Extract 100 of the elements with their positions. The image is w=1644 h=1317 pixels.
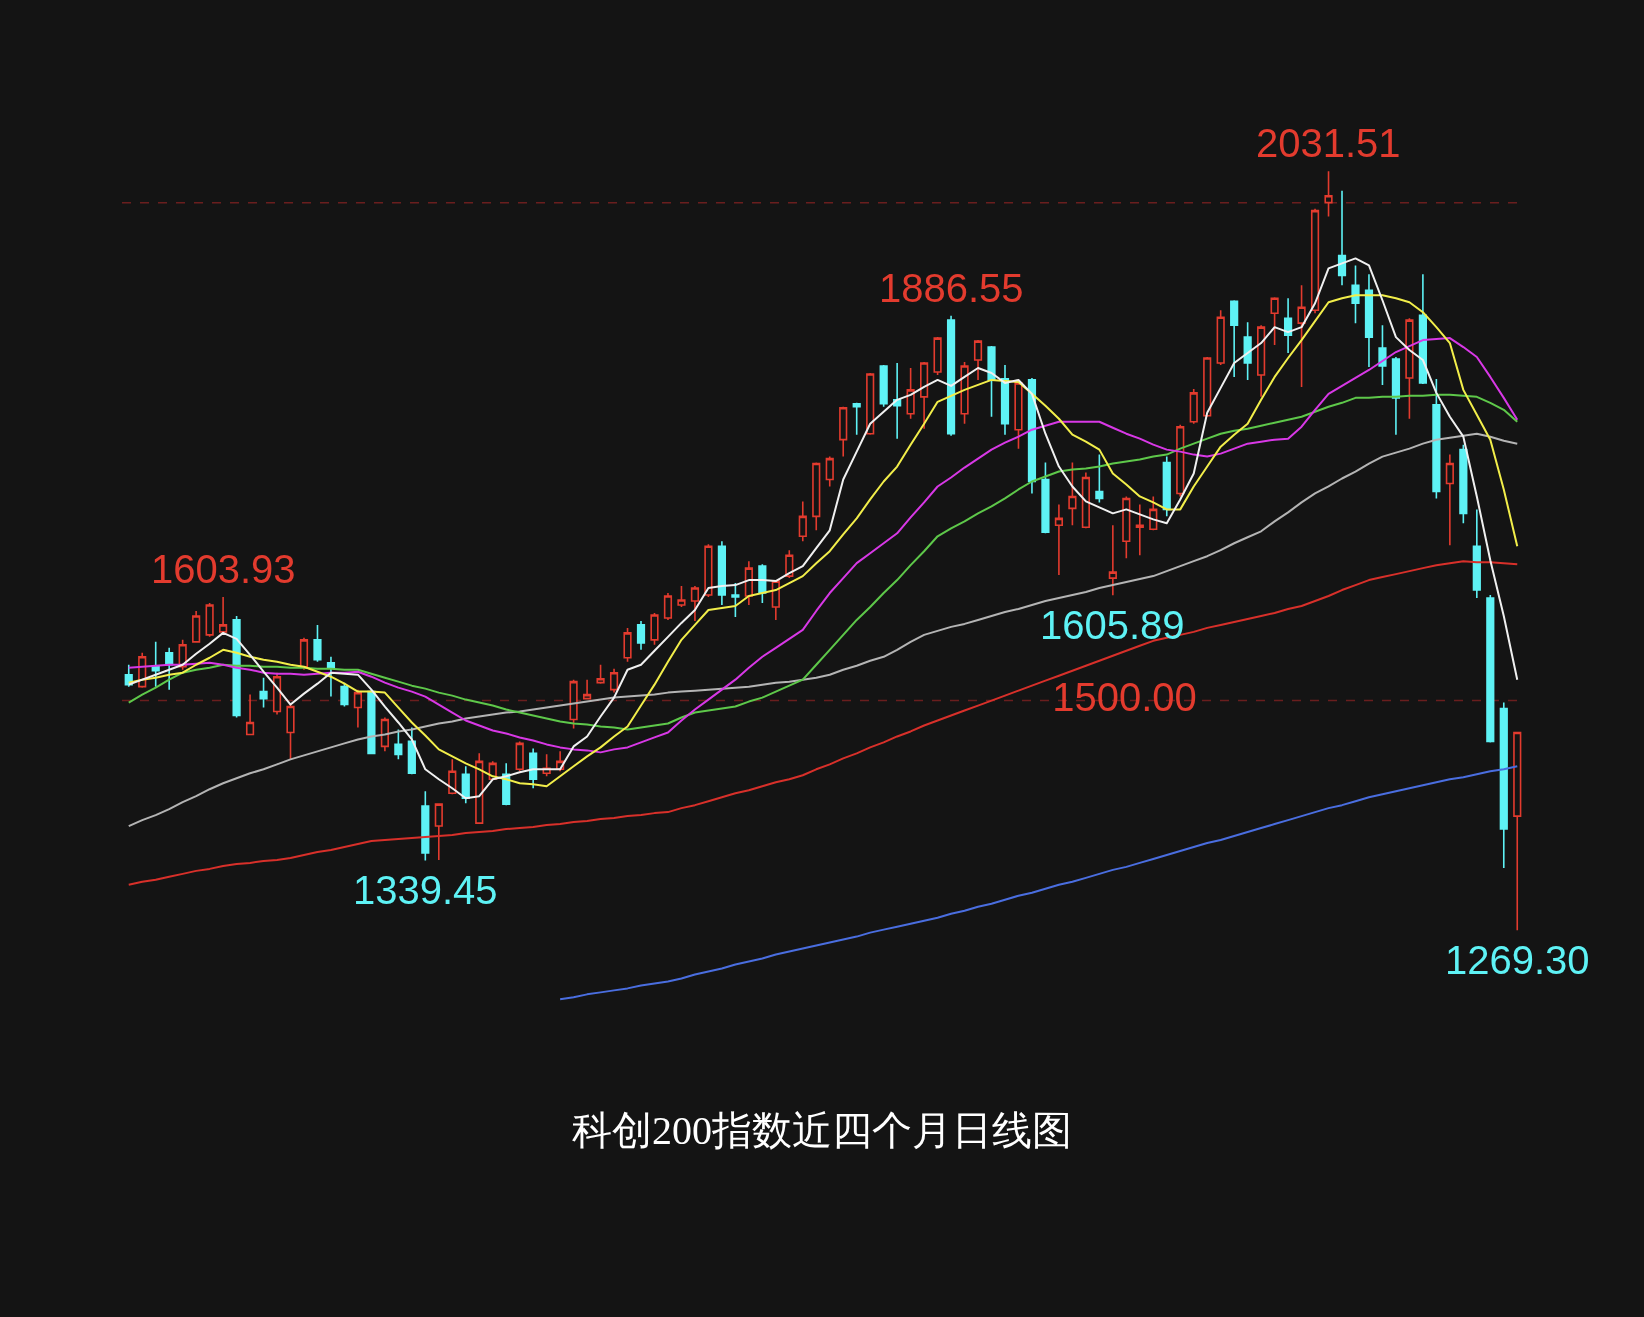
candlestick [448, 758, 457, 795]
candlestick [623, 627, 632, 663]
candlestick [1270, 296, 1279, 346]
candlestick [1513, 731, 1522, 932]
candlestick [313, 624, 322, 663]
candlestick [879, 364, 888, 408]
candlestick [946, 314, 956, 437]
candlestick [812, 461, 821, 532]
candlestick [529, 747, 538, 790]
candlestick [704, 543, 713, 598]
candlestick [596, 663, 605, 684]
candlestick [1014, 379, 1023, 450]
candlestick [636, 620, 646, 651]
candlestick [1499, 701, 1508, 869]
candlestick [650, 612, 659, 646]
candlestick [569, 678, 578, 730]
candlestick [1391, 356, 1401, 436]
candlestick [1243, 321, 1252, 381]
candlestick [1445, 453, 1454, 547]
candlestick [192, 610, 201, 644]
candlestick [960, 361, 969, 425]
candlestick [165, 647, 174, 691]
candlestick [475, 752, 484, 825]
candlestick [866, 372, 875, 436]
candlestick [232, 615, 241, 719]
candlestick [1257, 324, 1266, 398]
candlestick [380, 716, 389, 753]
candlestick [1027, 377, 1037, 495]
candlestick [771, 579, 780, 621]
candlestick [151, 641, 160, 688]
candlestick [1216, 309, 1225, 366]
candlestick [1405, 317, 1414, 420]
candlestick [1189, 388, 1198, 425]
candlestick [825, 455, 834, 488]
candlestick [299, 637, 309, 671]
candlestick [906, 367, 915, 420]
candlestick [245, 693, 255, 736]
candlestick [973, 339, 983, 381]
candlestick [515, 740, 524, 773]
candlestick [1418, 273, 1427, 385]
candlestick [1149, 495, 1158, 532]
candlestick [421, 790, 430, 862]
annotation: 1605.89 [1040, 603, 1185, 647]
candlestick [920, 361, 929, 430]
candlestick [987, 345, 996, 418]
candlestick [1283, 297, 1293, 354]
candlestick [1054, 503, 1064, 576]
candlestick [582, 678, 592, 700]
candlestick [461, 765, 470, 804]
candlestick [933, 336, 942, 376]
candlestick [326, 655, 336, 698]
ref-line-label: 1500.00 [1052, 674, 1197, 719]
candlestick [609, 667, 619, 694]
candlestick [1176, 423, 1185, 498]
candlestick [1364, 273, 1374, 368]
candlestick [798, 500, 807, 543]
candlestick [1230, 299, 1239, 378]
candlestick [407, 726, 416, 776]
annotation: 2031.51 [1256, 121, 1401, 165]
candlestick [1297, 284, 1306, 388]
candlestick [1041, 461, 1050, 535]
candlestick [1068, 461, 1077, 527]
candlestick [1081, 471, 1090, 530]
candlestick [731, 582, 740, 618]
candlestick [434, 802, 443, 861]
candlestick [286, 703, 295, 761]
candlestick [259, 676, 268, 709]
candlestick [717, 540, 726, 606]
candlestick [1108, 524, 1117, 596]
candlestick [744, 560, 753, 606]
candlestick [663, 592, 673, 621]
candlestick [353, 688, 363, 729]
candlestick [394, 728, 403, 761]
candlestick [1310, 207, 1320, 314]
candlestick [1122, 495, 1131, 559]
annotation: 1339.45 [353, 868, 498, 912]
candlestick [690, 585, 700, 622]
candlestick [852, 403, 861, 436]
candlestick [677, 585, 686, 608]
candlestick [1095, 453, 1104, 504]
text: 科创200指数近四个月日线图 [572, 1107, 1072, 1153]
candlestick [1472, 508, 1481, 599]
candlestick [1135, 503, 1144, 556]
candlestick [1351, 264, 1360, 324]
candlestick [1378, 324, 1387, 386]
candlestick [1162, 455, 1171, 518]
candlestick [1459, 443, 1468, 525]
candlestick [893, 362, 902, 440]
candlestick [219, 596, 228, 636]
candlestick [839, 406, 848, 458]
candlestick [1203, 356, 1212, 418]
annotation: 1269.30 [1445, 938, 1590, 982]
candlestick [1486, 594, 1495, 744]
annotation: 1886.55 [879, 266, 1024, 310]
candlestick [1432, 378, 1441, 500]
candlestick [1324, 170, 1333, 218]
candlestick [205, 602, 214, 638]
annotation: 1603.93 [151, 547, 296, 591]
candlestick [1000, 364, 1010, 436]
candlestick [1337, 189, 1347, 287]
